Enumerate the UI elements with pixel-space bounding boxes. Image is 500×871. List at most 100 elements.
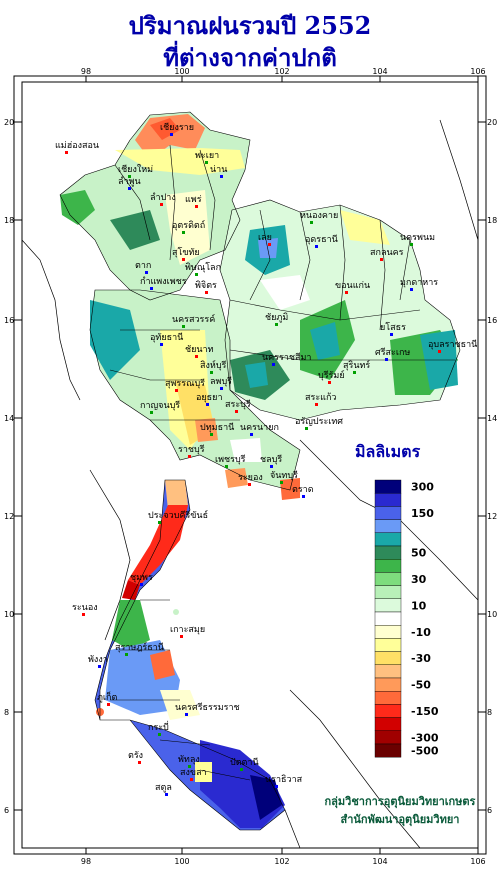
place-label: ชัยนาท: [185, 345, 214, 355]
station-marker: [182, 231, 185, 234]
legend-swatch: [374, 730, 402, 745]
lon-tick-label-top: 98: [81, 67, 91, 76]
station-marker: [195, 205, 198, 208]
place-label: นครสวรรค์: [172, 313, 215, 325]
legend-swatch: [374, 545, 402, 560]
station-marker: [345, 291, 348, 294]
place-label: สุพรรณบุรี: [165, 378, 205, 389]
station-marker: [158, 521, 161, 524]
place-label: พังงา: [88, 655, 108, 665]
lat-tick-label-right: 14: [487, 414, 497, 423]
neighbour-borders: [21, 119, 479, 849]
station-marker: [235, 410, 238, 413]
lon-tick-label-top: 104: [372, 67, 387, 76]
station-marker: [410, 243, 413, 246]
station-marker: [195, 273, 198, 276]
place-label: แม่ฮ่องสอน: [55, 141, 99, 151]
legend-swatch: [374, 611, 402, 626]
legend-label: 300: [411, 481, 434, 494]
station-marker: [275, 785, 278, 788]
legend-label: -10: [411, 626, 431, 639]
station-marker: [272, 363, 275, 366]
lat-tick-label-left: 16: [4, 316, 14, 325]
legend-swatch: [374, 717, 402, 731]
lat-ticks-right: 20 18 16 14 12 10 8 6: [478, 118, 497, 815]
legend-label: -300: [411, 731, 439, 744]
lon-tick-label-bottom: 106: [470, 857, 485, 866]
legend-swatch: [374, 704, 402, 718]
place-label: สระแก้ว: [305, 392, 336, 403]
place-label: หนองคาย: [300, 211, 338, 221]
station-marker: [190, 778, 193, 781]
station-marker: [82, 613, 85, 616]
station-marker: [188, 765, 191, 768]
place-label: กาญจนบุรี: [140, 400, 180, 411]
station-marker: [165, 793, 168, 796]
station-marker: [128, 175, 131, 178]
legend-label: -30: [411, 652, 431, 665]
station-marker: [188, 455, 191, 458]
legend-title: มิลลิเมตร: [355, 442, 421, 461]
legend-swatch: [374, 532, 402, 547]
place-label: พะเยา: [195, 151, 219, 161]
place-label: อุตรดิตถ์: [172, 219, 205, 231]
station-marker: [240, 768, 243, 771]
station-marker: [206, 403, 209, 406]
station-marker: [158, 733, 161, 736]
lon-ticks-bottom: 98 100 102 104 106: [81, 848, 486, 866]
station-marker: [205, 291, 208, 294]
station-marker: [180, 635, 183, 638]
place-label: อุบลราชธานี: [428, 339, 477, 350]
place-label: ขอนแก่น: [335, 281, 370, 291]
place-label: สุรินทร์: [343, 359, 370, 371]
station-marker: [410, 288, 413, 291]
lat-tick-label-right: 6: [487, 806, 492, 815]
credit-line2: สำนักพัฒนาอุตุนิยมวิทยา: [340, 813, 460, 826]
lat-tick-label-right: 20: [487, 118, 497, 127]
lat-tick-label-left: 8: [4, 708, 9, 717]
place-label: ราชบุรี: [178, 444, 205, 455]
lat-tick-label-right: 18: [487, 216, 497, 225]
lat-tick-label-right: 16: [487, 316, 497, 325]
lat-tick-label-left: 18: [4, 216, 14, 225]
station-marker: [250, 433, 253, 436]
place-label: นครศรีธรรมราช: [175, 702, 240, 713]
station-marker: [353, 371, 356, 374]
place-label: นครนายก: [240, 423, 279, 433]
place-label: ชุมพร: [130, 573, 153, 583]
legend-swatch: [374, 493, 402, 507]
place-label: อุทัยธานี: [150, 332, 183, 343]
place-label: ประจวบคีรีขันธ์: [148, 509, 208, 521]
station-marker: [138, 761, 141, 764]
map-inner-frame: [21, 81, 479, 849]
place-label: บุรีรัมย์: [318, 369, 345, 381]
station-marker: [275, 323, 278, 326]
lat-tick-label-left: 12: [4, 512, 14, 521]
place-label: อยุธยา: [196, 393, 223, 403]
legend-label: 50: [411, 547, 427, 560]
station-marker: [315, 403, 318, 406]
station-marker: [270, 465, 273, 468]
place-label: อุดรธานี: [305, 234, 338, 245]
place-label: พัทลุง: [178, 755, 200, 765]
place-label: สระบุรี: [225, 399, 251, 410]
station-marker: [248, 483, 251, 486]
lon-tick-label-bottom: 104: [372, 857, 387, 866]
legend-label: -500: [411, 745, 439, 758]
station-marker: [315, 245, 318, 248]
place-label: ชลบุรี: [260, 454, 282, 465]
legend-swatch: [374, 677, 402, 692]
place-label: กำแพงเพชร: [140, 276, 187, 287]
station-marker: [310, 221, 313, 224]
place-label: ปัตตานี: [230, 757, 259, 768]
lat-tick-label-right: 10: [487, 610, 497, 619]
legend-swatch: [374, 585, 402, 599]
station-marker: [175, 389, 178, 392]
station-marker: [385, 358, 388, 361]
place-label: เลย: [258, 233, 272, 243]
station-marker: [107, 703, 110, 706]
place-label: นครพนม: [400, 233, 435, 243]
station-marker: [210, 433, 213, 436]
place-label: สกลนคร: [370, 248, 404, 258]
